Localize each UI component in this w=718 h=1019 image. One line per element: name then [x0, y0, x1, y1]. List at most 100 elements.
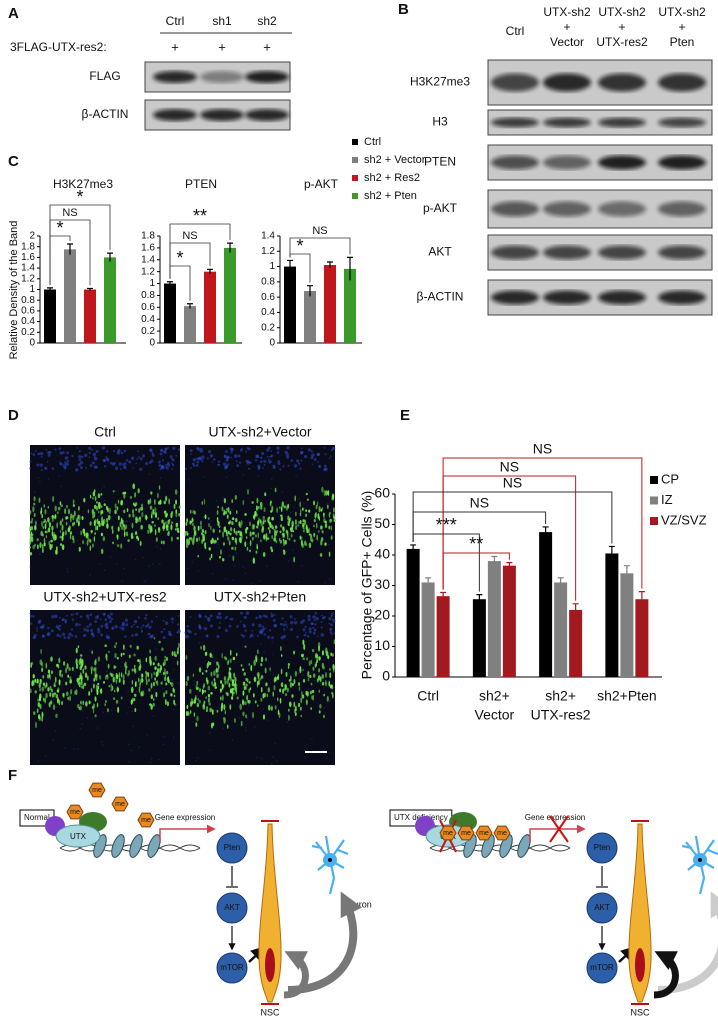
- dapi-signal: [84, 453, 88, 457]
- blot-band: [200, 71, 244, 83]
- gfp-signal: [204, 514, 207, 520]
- gfp-signal: [229, 672, 232, 678]
- gfp-signal: [217, 520, 220, 527]
- gfp-signal: [258, 517, 260, 522]
- gfp-signal: [29, 546, 32, 549]
- gfp-signal: [216, 709, 219, 713]
- gfp-signal: [163, 510, 167, 514]
- gfp-signal: [328, 551, 331, 557]
- gfp-signal: [56, 522, 58, 529]
- gfp-signal: [206, 706, 209, 710]
- gfp-signal: [40, 530, 43, 537]
- error-bar: [476, 594, 483, 604]
- gfp-signal: [294, 670, 298, 677]
- dapi-signal: [217, 460, 221, 463]
- gfp-signal: [229, 532, 232, 536]
- gfp-signal: [39, 693, 42, 700]
- dapi-signal: [142, 454, 146, 458]
- gfp-signal: [259, 501, 263, 507]
- significance-label: NS: [182, 230, 197, 242]
- gfp-signal: [325, 647, 328, 654]
- gfp-signal: [151, 520, 154, 524]
- gfp-signal: [44, 697, 47, 704]
- gfp-signal: [197, 697, 199, 701]
- gfp-signal: [286, 505, 288, 511]
- gfp-signal: [111, 541, 115, 545]
- dapi-signal: [139, 467, 143, 471]
- gfp-signal: [94, 714, 97, 718]
- gfp-signal: [132, 502, 135, 506]
- gfp-signal: [108, 507, 112, 515]
- gfp-signal: [70, 513, 73, 519]
- dapi-signal: [245, 450, 248, 453]
- dapi-signal: [216, 615, 220, 619]
- gfp-signal: [195, 722, 198, 727]
- pathway-node: [586, 952, 618, 984]
- dapi-signal: [269, 670, 272, 673]
- dapi-signal: [142, 624, 145, 627]
- gfp-signal: [218, 525, 221, 529]
- gfp-signal: [330, 535, 333, 540]
- gfp-signal: [35, 721, 37, 729]
- gfp-signal: [160, 540, 163, 544]
- dapi-signal: [203, 669, 206, 672]
- gfp-signal: [154, 666, 157, 670]
- dapi-signal: [264, 615, 268, 619]
- gfp-signal: [137, 677, 140, 683]
- dapi-signal: [140, 629, 143, 632]
- dapi-signal: [121, 621, 125, 625]
- dapi-signal: [169, 535, 172, 538]
- gfp-signal: [108, 684, 111, 688]
- y-axis-label: Relative Density of the Band: [8, 221, 20, 360]
- gfp-signal: [299, 665, 302, 672]
- dapi-signal: [211, 454, 214, 458]
- gfp-signal: [204, 689, 206, 693]
- gfp-signal: [40, 507, 43, 514]
- gfp-signal: [318, 710, 321, 714]
- gfp-signal: [136, 535, 139, 540]
- gfp-signal: [30, 525, 33, 531]
- gfp-signal: [249, 540, 252, 547]
- dapi-signal: [193, 684, 195, 686]
- gfp-signal: [114, 509, 117, 515]
- gfp-signal: [74, 690, 77, 695]
- differentiation-arrow: [287, 891, 363, 994]
- gfp-signal: [200, 525, 202, 530]
- y-tick-label: 1.6: [21, 252, 35, 263]
- gfp-signal: [251, 501, 254, 504]
- gfp-signal: [226, 692, 229, 697]
- dapi-signal: [302, 619, 306, 622]
- legend-label: sh2 + Res2: [364, 172, 420, 184]
- dapi-signal: [209, 624, 214, 628]
- gfp-signal: [222, 542, 226, 546]
- gfp-signal: [256, 672, 259, 677]
- dapi-signal: [251, 623, 255, 627]
- gfp-signal: [301, 653, 304, 658]
- dapi-signal: [188, 479, 190, 481]
- legend-label: IZ: [661, 492, 673, 507]
- dapi-signal: [244, 572, 247, 575]
- gfp-signal: [69, 531, 73, 535]
- dapi-signal: [270, 612, 273, 615]
- significance-label: *: [176, 248, 183, 268]
- dapi-signal: [226, 463, 230, 466]
- gfp-signal: [55, 546, 58, 551]
- gfp-signal: [231, 521, 234, 526]
- dapi-signal: [184, 634, 189, 639]
- nucleosome: [499, 834, 513, 858]
- nucleosome: [481, 834, 495, 858]
- dapi-signal: [253, 726, 256, 728]
- gfp-signal: [312, 524, 315, 528]
- gfp-signal: [176, 660, 179, 666]
- dapi-signal: [258, 615, 262, 619]
- dapi-signal: [148, 473, 151, 476]
- dapi-signal: [217, 612, 222, 616]
- dapi-signal: [245, 729, 247, 732]
- gfp-signal: [41, 514, 43, 519]
- gfp-signal: [197, 525, 200, 531]
- error-bar: [623, 565, 630, 581]
- dapi-signal: [74, 670, 77, 673]
- gfp-signal: [275, 539, 278, 544]
- gfp-signal: [328, 525, 331, 530]
- dapi-signal: [277, 718, 279, 721]
